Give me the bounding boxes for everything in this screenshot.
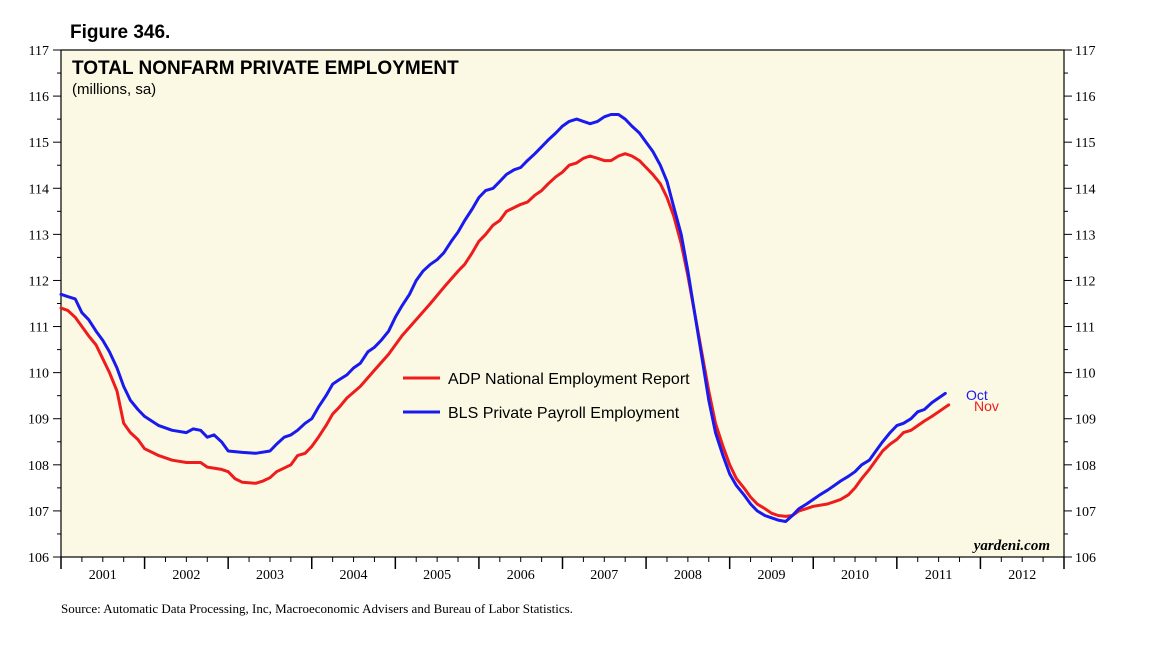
legend-label-adp: ADP National Employment Report <box>448 371 690 388</box>
y-axis-right: 106 107 108 109 110 111 112 113 114 115 116 117 <box>1064 44 1096 566</box>
y-tick-label-left: 116 <box>29 90 49 105</box>
y-tick-label-left: 110 <box>29 367 49 382</box>
x-tick-label: 2007 <box>590 568 618 583</box>
y-tick-label-right: 111 <box>1075 321 1095 336</box>
x-tick-label: 2004 <box>340 568 368 583</box>
y-tick-label-right: 106 <box>1075 551 1096 566</box>
y-tick-label-left: 113 <box>29 228 49 243</box>
figure-label: Figure 346. <box>70 22 170 43</box>
y-tick-label-right: 110 <box>1075 367 1095 382</box>
series-layer <box>59 113 951 523</box>
y-tick-label-right: 108 <box>1075 459 1096 474</box>
y-tick-label-right: 115 <box>1075 136 1095 151</box>
x-tick-label: 2009 <box>757 568 785 583</box>
y-axis-left: 106 107 108 109 110 111 112 113 114 115 116 117 <box>28 44 61 566</box>
x-tick-label: 2008 <box>674 568 702 583</box>
end-label-bls: Oct <box>966 387 988 403</box>
y-tick-label-right: 117 <box>1075 44 1095 59</box>
y-tick-label-left: 109 <box>28 413 49 428</box>
x-axis: 2001 2002 2003 2004 2005 2006 2007 2008 2009 2010… <box>60 557 1065 583</box>
chart-title: TOTAL NONFARM PRIVATE EMPLOYMENT <box>72 58 459 79</box>
y-tick-label-left: 108 <box>28 459 49 474</box>
y-tick-label-right: 107 <box>1075 505 1096 520</box>
end-label-adp: Nov <box>974 398 999 414</box>
chart-subtitle: (millions, sa) <box>72 81 156 98</box>
x-tick-label: 2006 <box>507 568 535 583</box>
x-tick-label: 2002 <box>172 568 200 583</box>
y-tick-label-left: 115 <box>29 136 49 151</box>
legend: ADP National Employment Report BLS Priva… <box>403 371 690 422</box>
x-tick-label: 2010 <box>841 568 869 583</box>
legend-label-bls: BLS Private Payroll Employment <box>448 405 680 422</box>
x-tick-label: 2001 <box>89 568 117 583</box>
y-tick-label-left: 117 <box>29 44 49 59</box>
series-line-adp <box>59 152 951 518</box>
x-tick-label: 2005 <box>423 568 451 583</box>
y-tick-label-left: 107 <box>28 505 49 520</box>
y-tick-label-left: 111 <box>29 321 49 336</box>
y-tick-label-left: 112 <box>29 274 49 289</box>
source-note: Source: Automatic Data Processing, Inc, … <box>61 601 573 616</box>
y-tick-label-right: 114 <box>1075 182 1095 197</box>
y-tick-label-right: 113 <box>1075 228 1095 243</box>
y-tick-label-right: 112 <box>1075 274 1095 289</box>
watermark: yardeni.com <box>972 538 1050 554</box>
series-line-bls <box>59 113 947 523</box>
x-tick-label: 2011 <box>925 568 952 583</box>
x-tick-label: 2003 <box>256 568 284 583</box>
x-tick-label: 2012 <box>1008 568 1036 583</box>
y-tick-label-right: 109 <box>1075 413 1096 428</box>
y-tick-label-left: 114 <box>29 182 49 197</box>
y-tick-label-left: 106 <box>28 551 49 566</box>
y-tick-label-right: 116 <box>1075 90 1095 105</box>
